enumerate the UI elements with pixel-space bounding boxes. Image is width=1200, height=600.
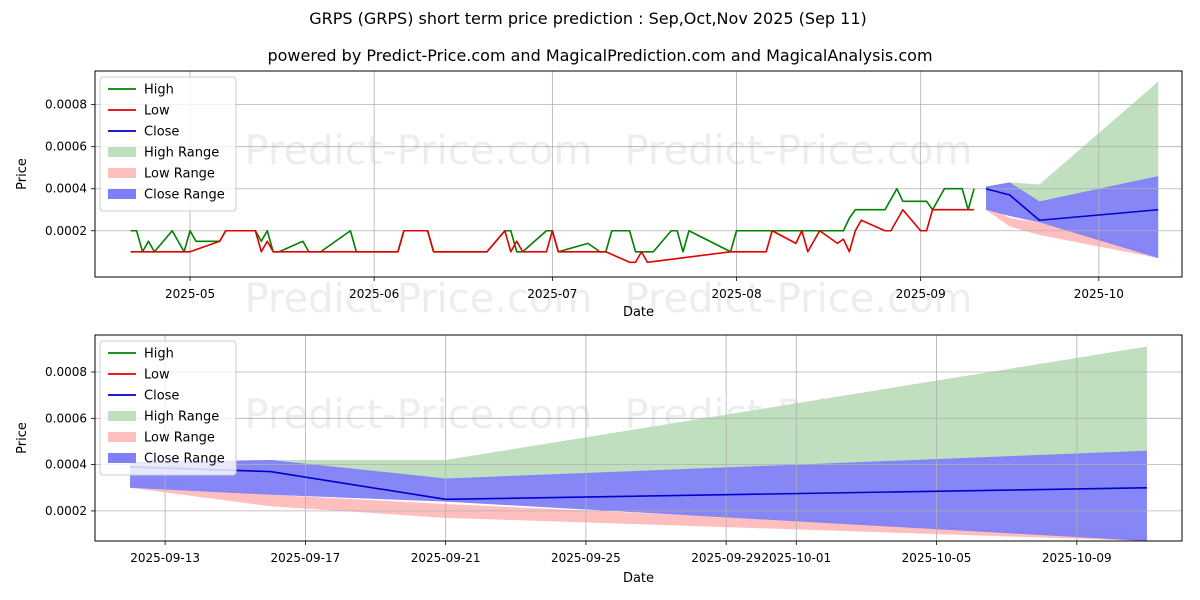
legend-label-low-range: Low Range [144,167,215,182]
x-tick-label: 2025-09-13 [130,551,200,565]
x-tick-label: 2025-09 [896,287,946,301]
chart-subtitle: powered by Predict-Price.com and Magical… [267,46,933,65]
legend-label-high: High [144,83,174,98]
x-tick-label: 2025-09-25 [551,551,621,565]
legend-label-close: Close [144,125,179,140]
series-low-line [130,208,975,264]
legend-swatch-close-range [108,453,136,463]
legend-label-close-range: Close Range [144,188,225,203]
x-tick-label: 2025-09-29 [691,551,761,565]
band-high-range [130,346,1147,481]
x-tick-label: 2025-07 [527,287,577,301]
legend-label-high-range: High Range [144,146,219,161]
plot-frame [94,334,1183,542]
legend-swatch-high-range [108,411,136,421]
watermark-text: Predict-Price.com [245,276,593,322]
x-tick-label: 2025-10 [1074,287,1124,301]
x-tick-label: 2025-05 [165,287,215,301]
x-axis-label: Date [623,305,654,320]
legend-label-high: High [144,347,174,362]
legend-label-low-range: Low Range [144,431,215,446]
legend-swatch-high-range [108,147,136,157]
y-axis-label: Price [15,158,30,190]
legend-swatch-low-range [108,432,136,442]
y-tick-label: 0.0002 [45,504,87,518]
y-tick-label: 0.0008 [45,365,87,379]
y-tick-label: 0.0006 [45,411,87,425]
x-tick-label: 2025-09-21 [411,551,481,565]
chart-panel-2: Predict-Price.comPredict-Price.com2025-0… [15,334,1183,586]
series-close-line [985,187,1159,222]
y-tick-label: 0.0004 [45,182,87,196]
legend-label-high-range: High Range [144,410,219,425]
watermark-text: Predict-Price.com [625,276,973,322]
y-tick-label: 0.0004 [45,458,87,472]
legend-label-low: Low [144,368,170,383]
y-tick-label: 0.0008 [45,98,87,112]
y-tick-label: 0.0002 [45,224,87,238]
watermark-text: Predict-Price.com [625,128,973,174]
legend: High Low Close High Range Low Range Close Ran… [99,76,237,212]
plot-frame [94,70,1183,278]
chart-title: GRPS (GRPS) short term price prediction … [309,9,867,28]
x-axis-label: Date [623,571,654,586]
legend: High Low Close High Range Low Range Close Ran… [99,340,237,476]
legend-label-close-range: Close Range [144,452,225,467]
y-axis-label: Price [15,422,30,454]
x-tick-label: 2025-06 [349,287,399,301]
x-tick-label: 2025-10-09 [1042,551,1112,565]
chart-panel-1: Predict-Price.com Predict-Price.com Predic… [15,70,1183,322]
legend-label-close: Close [144,389,179,404]
watermark-text: Predict-Price.com [245,392,593,438]
watermark-text: Predict-Price.com [245,128,593,174]
legend-swatch-close-range [108,189,136,199]
x-tick-label: 2025-10-01 [761,551,831,565]
x-tick-label: 2025-10-05 [902,551,972,565]
legend-swatch-low-range [108,168,136,178]
legend-label-low: Low [144,104,170,119]
y-tick-label: 0.0006 [45,140,87,154]
band-high-range [985,81,1159,204]
x-tick-label: 2025-09-17 [271,551,341,565]
x-tick-label: 2025-08 [711,287,761,301]
